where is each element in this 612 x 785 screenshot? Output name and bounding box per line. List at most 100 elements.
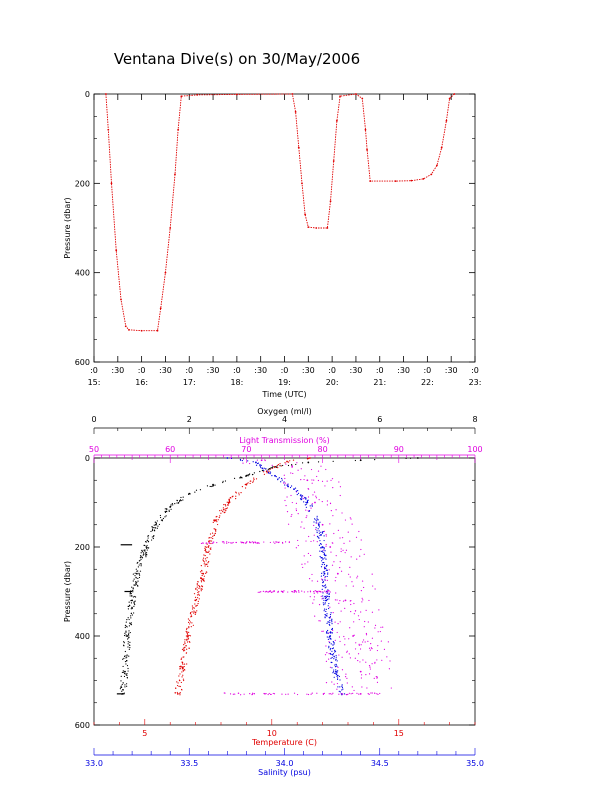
salinity-point <box>280 481 282 483</box>
salinity-point <box>332 672 334 674</box>
salinity-point <box>327 572 329 574</box>
oxygen-point <box>153 527 155 529</box>
light-point <box>374 624 377 626</box>
oxygen-point <box>123 655 126 658</box>
light-point <box>321 630 323 632</box>
oxygen-point <box>194 491 196 493</box>
light-point <box>343 542 345 544</box>
x-tick-minute: :0 <box>233 366 241 375</box>
light-point <box>363 553 365 555</box>
light-point <box>325 645 327 647</box>
salinity-point <box>259 465 261 467</box>
light-hold-point <box>212 541 215 543</box>
salinity-point <box>336 665 338 667</box>
light-point <box>303 555 305 557</box>
temperature-point <box>185 630 187 632</box>
light-hold-point <box>240 694 242 696</box>
oxygen-point <box>145 552 148 554</box>
oxygen-point <box>137 566 139 568</box>
salinity-point <box>331 650 333 652</box>
light-hold-point <box>356 692 358 694</box>
oxygen-point <box>137 577 139 580</box>
temperature-point <box>207 551 209 553</box>
light-point <box>363 586 365 589</box>
oxygen-point <box>142 554 144 556</box>
salinity-point <box>241 459 243 462</box>
temperature-point <box>212 535 214 537</box>
temperature-point <box>197 593 200 595</box>
temperature-point <box>226 501 228 503</box>
temperature-profile-point <box>286 460 288 463</box>
salinity-point <box>330 661 332 663</box>
temperature-point <box>204 547 206 549</box>
temperature-point <box>271 467 274 469</box>
light-point <box>328 658 330 660</box>
salinity-point <box>296 493 298 496</box>
light-point <box>311 580 313 582</box>
oxygen-profile-point <box>145 546 148 548</box>
salinity-point <box>321 531 324 533</box>
oxygen-point <box>150 530 152 533</box>
light-profile-point <box>344 599 347 602</box>
temperature-point <box>245 487 247 489</box>
salinity-point <box>325 554 327 556</box>
salinity-point <box>335 673 338 676</box>
temperature-point <box>218 516 220 519</box>
temperature-profile-point <box>245 483 248 486</box>
light-point <box>340 550 342 553</box>
light-point <box>264 459 266 461</box>
light-point <box>360 644 362 646</box>
salinity-point <box>334 664 336 666</box>
salinity-point <box>339 691 341 693</box>
light-hold-point <box>307 693 310 696</box>
salinity-point <box>343 693 346 695</box>
temperature-point <box>191 608 194 610</box>
light-point <box>341 656 343 658</box>
salinity-point <box>326 575 328 578</box>
temperature-point <box>213 519 216 521</box>
temperature-tick-label: 5 <box>142 729 147 738</box>
temperature-point <box>182 678 185 680</box>
light-point <box>361 597 363 599</box>
salinity-point <box>328 645 330 648</box>
salinity-point <box>332 647 335 649</box>
temperature-axis-label: Temperature (C) <box>251 738 317 747</box>
salinity-point <box>333 649 336 651</box>
salinity-point <box>315 519 317 521</box>
oxygen-point <box>287 464 290 467</box>
oxygen-tick-label: 2 <box>187 415 192 424</box>
light-point <box>315 497 318 499</box>
light-point <box>335 576 337 579</box>
oxygen-point <box>130 602 133 604</box>
temperature-profile-point <box>187 635 189 637</box>
light-point <box>321 500 323 503</box>
salinity-point <box>322 551 324 554</box>
oxygen-point <box>170 508 172 510</box>
light-hold-point <box>253 693 255 695</box>
light-point <box>328 641 330 643</box>
x-tick-minute: :30 <box>254 366 267 375</box>
salinity-point <box>325 558 327 560</box>
salinity-point <box>330 631 332 633</box>
oxygen-point <box>127 634 130 636</box>
salinity-point <box>320 566 323 568</box>
oxygen-point <box>164 508 166 510</box>
light-hold-point <box>342 693 344 695</box>
salinity-point <box>331 621 333 623</box>
y-tick-label: 600 <box>75 721 90 730</box>
oxygen-profile-point <box>126 635 129 637</box>
salinity-point <box>326 598 329 600</box>
salinity-point <box>319 540 321 542</box>
light-hold-point <box>231 542 233 544</box>
oxygen-point <box>155 527 157 529</box>
oxygen-point <box>138 576 141 579</box>
y-tick-label: 200 <box>75 179 90 188</box>
light-hold-point <box>280 590 283 592</box>
light-point <box>333 561 335 563</box>
salinity-point <box>317 519 319 521</box>
light-point <box>347 531 349 533</box>
light-hold-point <box>246 541 248 543</box>
temperature-point <box>220 512 222 514</box>
oxygen-point <box>122 682 124 684</box>
